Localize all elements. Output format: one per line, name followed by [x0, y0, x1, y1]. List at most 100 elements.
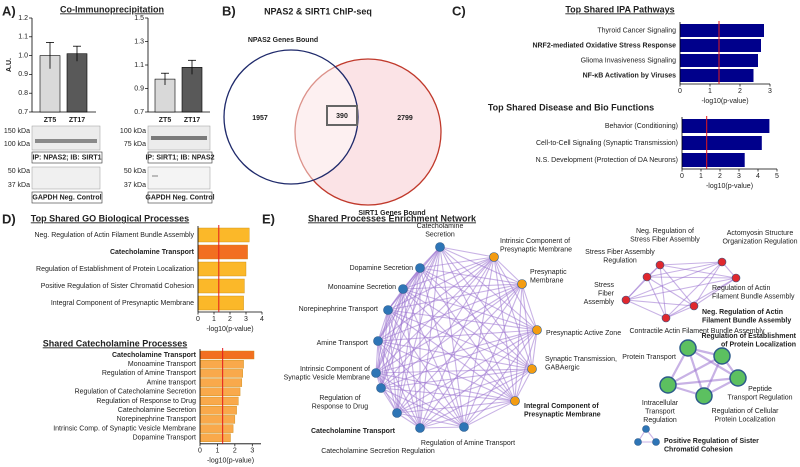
- node-label: Integral Component of: [524, 403, 599, 410]
- category-label: Dopamine Transport: [133, 435, 196, 442]
- node: [642, 425, 650, 433]
- bar: [682, 119, 770, 133]
- bar: [199, 387, 241, 396]
- edge: [659, 264, 695, 307]
- node-label: Presynaptic Membrane: [500, 246, 572, 253]
- edge: [625, 299, 695, 307]
- y-tick-label: 0.9: [134, 85, 144, 92]
- node: [679, 339, 697, 357]
- node-label: Response to Drug: [312, 403, 369, 410]
- edge: [493, 256, 523, 285]
- node: [371, 368, 381, 378]
- edge: [646, 276, 667, 319]
- x-tick-label: 3: [737, 173, 741, 180]
- node: [634, 438, 642, 446]
- node: [459, 422, 469, 432]
- blot-images: [31, 125, 211, 190]
- node-label: GABAergic: [545, 364, 580, 371]
- x-tick-label: 1: [708, 88, 712, 95]
- marker-label: 37 kDa: [8, 182, 30, 189]
- marker-label: 37 kDa: [124, 182, 146, 189]
- edge: [439, 246, 523, 285]
- node-label: Stress Fiber Assembly: [630, 236, 700, 243]
- edge: [659, 261, 723, 266]
- node-label: Synaptic Vesicle Membrane: [284, 374, 370, 381]
- bar: [197, 278, 245, 294]
- node: [717, 257, 727, 267]
- chart-title: Top Shared GO Biological Processes: [31, 213, 189, 223]
- node-label: Neg. Regulation of Actin: [702, 309, 783, 316]
- y-tick-label: 0.7: [18, 109, 28, 116]
- bar: [199, 369, 243, 378]
- edge: [377, 329, 538, 342]
- edge: [625, 299, 667, 319]
- x-tick-label: 0: [678, 88, 682, 95]
- node: [689, 301, 699, 311]
- edge: [375, 283, 523, 374]
- edge: [687, 347, 739, 379]
- category-label: N.S. Development (Protection of DA Neuro…: [536, 157, 678, 164]
- bar: [680, 24, 764, 37]
- edge: [463, 329, 538, 428]
- x-tick-label: 1: [212, 316, 216, 323]
- node-label: Regulation of Cellular: [712, 408, 780, 415]
- node-label: Dopamine Secretion: [350, 265, 414, 272]
- caption-box: [147, 191, 213, 204]
- edge: [380, 288, 404, 389]
- panel-label: D): [2, 211, 16, 226]
- x-tick-label: 3: [768, 88, 772, 95]
- node: [695, 387, 713, 405]
- edge: [377, 340, 398, 414]
- x-tick-label: 2: [233, 448, 237, 455]
- node-label: Contractile Actin Filament Bundle Assemb…: [629, 328, 765, 335]
- category-label: Norepinephrine Transport: [117, 416, 196, 423]
- node-label: Fiber: [598, 290, 615, 297]
- bar: [199, 415, 236, 424]
- node-label: Regulation of Actin: [712, 285, 770, 292]
- y-tick-label: 1.2: [18, 15, 28, 22]
- x-tick-label: 5: [775, 173, 779, 180]
- marker-label: 100 kDa: [4, 141, 30, 148]
- category-label: Thyroid Cancer Signaling: [597, 27, 676, 34]
- edge: [419, 283, 523, 429]
- edge: [439, 246, 533, 370]
- bar: [199, 396, 239, 406]
- category-label: Regulation of Response to Drug: [96, 398, 196, 405]
- y-tick-label: 0.8: [18, 90, 28, 97]
- category-label: Behavior (Conditioning): [605, 123, 678, 130]
- panel-label: B): [222, 3, 236, 18]
- node-label: Stress: [594, 282, 614, 289]
- node-label: Regulation: [603, 257, 637, 264]
- node-label: Transport Regulation: [727, 394, 792, 401]
- node-label: Actomyosin Structure: [727, 230, 794, 237]
- venn-count: 1957: [252, 115, 268, 122]
- node: [517, 279, 527, 289]
- bar: [680, 39, 761, 52]
- edge: [439, 246, 465, 428]
- edge: [377, 267, 421, 342]
- edge: [377, 340, 516, 402]
- x-tick-label: 0: [198, 448, 202, 455]
- edge: [375, 372, 398, 414]
- edge: [377, 288, 404, 342]
- edge: [375, 368, 533, 374]
- node-label: Protein Localization: [714, 416, 775, 423]
- x-tick-label: 3: [244, 316, 248, 323]
- edge: [402, 283, 523, 290]
- node: [642, 272, 652, 282]
- edge: [419, 267, 465, 428]
- edge: [396, 267, 421, 414]
- node: [729, 369, 747, 387]
- edge: [377, 340, 533, 370]
- edge: [625, 277, 737, 301]
- node: [659, 376, 677, 394]
- blot-caption: GAPDH Neg. Control: [32, 195, 101, 202]
- node-label: Intracellular: [642, 400, 679, 407]
- node-label: Positive Regulation of Sister: [664, 438, 759, 445]
- node-label: Chromatid Cohesion: [664, 446, 733, 453]
- edge: [419, 267, 538, 331]
- panel-label: C): [452, 3, 466, 18]
- blot-caption: IP: SIRT1; IB: NPAS2: [145, 155, 214, 162]
- edge: [419, 256, 495, 269]
- node-label: Stress Fiber Assembly: [585, 249, 655, 256]
